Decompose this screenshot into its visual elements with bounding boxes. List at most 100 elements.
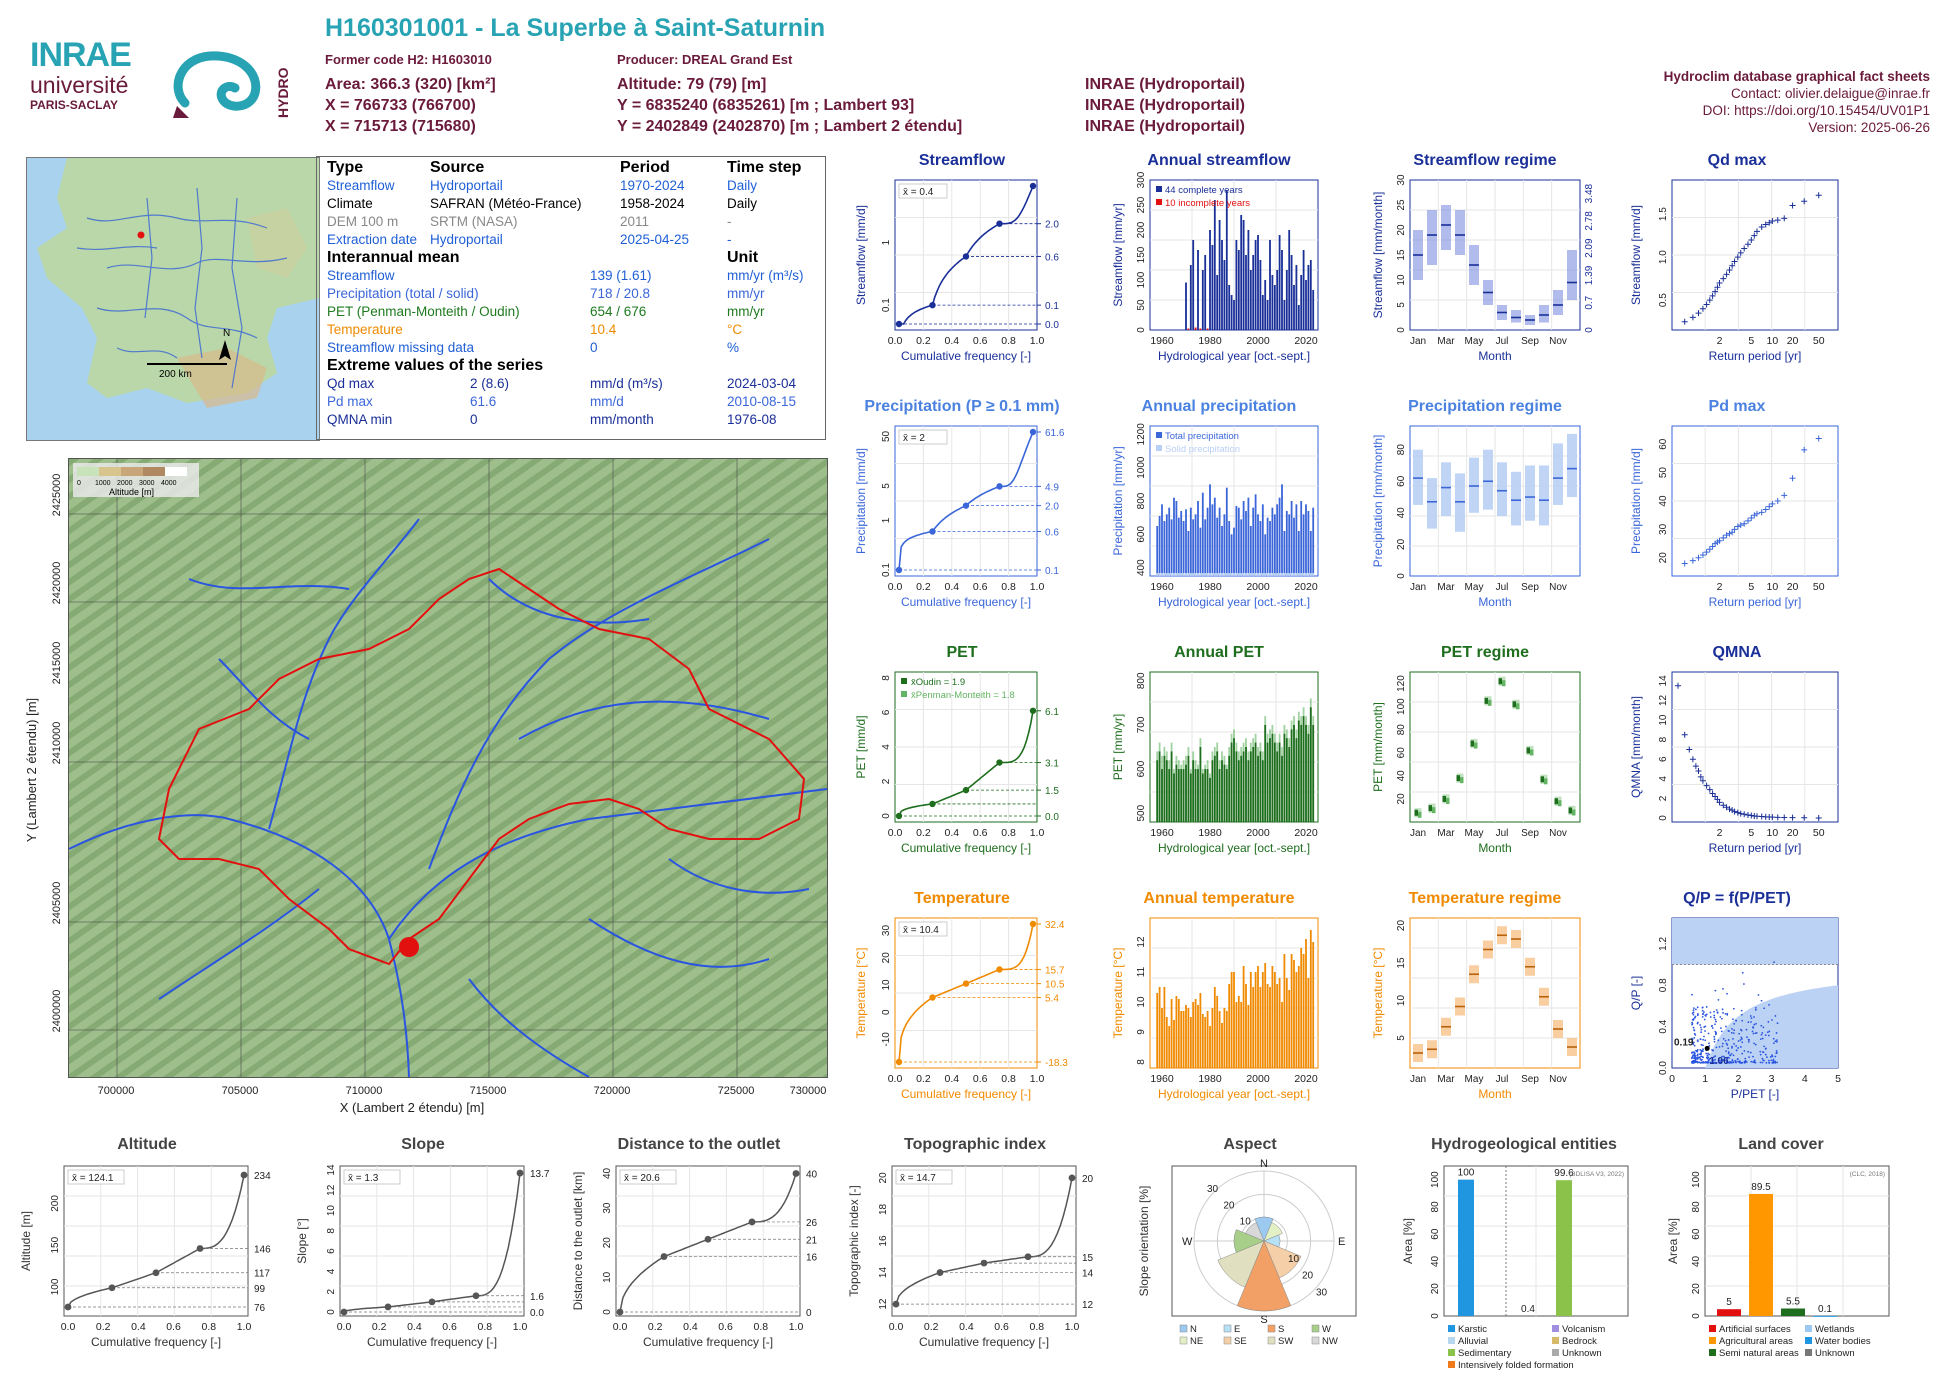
annual-bar — [1297, 305, 1300, 330]
x-axis-label: Cumulative frequency [-] — [643, 1335, 773, 1349]
qp-point — [1739, 1046, 1742, 1048]
sheet-info: Hydroclim database graphical fact sheets… — [1664, 68, 1930, 136]
annual-bar — [1285, 978, 1288, 1068]
bar-pm — [1293, 724, 1295, 822]
return-period-point — [1712, 793, 1719, 800]
qp-point — [1702, 1044, 1704, 1047]
annual-bar — [1192, 1002, 1195, 1068]
qp-point — [1737, 1060, 1740, 1063]
regime-median-oudin — [1456, 775, 1460, 782]
y-tick: 10 — [1658, 714, 1669, 726]
qp-point — [1750, 1021, 1752, 1023]
annual-bar — [1288, 514, 1291, 576]
x-tick: 0.0 — [888, 827, 903, 839]
x-axis-label: Hydrological year [oct.-sept.] — [1158, 349, 1310, 363]
x-tick: 2020 — [1294, 1073, 1318, 1085]
regime-box — [1484, 696, 1492, 706]
bar-oudin — [1182, 760, 1185, 822]
qp-point — [1772, 1059, 1775, 1062]
annual-bar — [1300, 948, 1303, 1068]
q-gt-p-minus-pet-zone — [1672, 985, 1838, 1068]
regime-box — [1483, 449, 1493, 510]
topographic-index-title: Topographic index — [904, 1136, 1046, 1153]
regime-box — [1455, 997, 1465, 1016]
return-period-point — [1769, 814, 1776, 821]
annual-bar — [1218, 507, 1221, 576]
y-tick: 4 — [881, 744, 892, 750]
qp-point — [1718, 1061, 1721, 1064]
annual-bar — [1206, 328, 1209, 330]
solid-bar — [1249, 573, 1252, 576]
annual-bar — [1283, 531, 1286, 576]
cell: mm/yr — [727, 286, 765, 301]
plot-frame — [1409, 425, 1581, 577]
solid-bar — [1281, 573, 1283, 576]
bar-oudin — [1257, 747, 1259, 822]
dem-map-svg: 0 1000 2000 3000 4000 Altitude [m] — [69, 459, 827, 1077]
outlet-marker — [399, 937, 419, 957]
legend-swatch — [1805, 1349, 1812, 1356]
annual-bar — [1302, 954, 1305, 1068]
qp-point — [1713, 1040, 1716, 1043]
quantile-point — [1029, 707, 1037, 714]
y-tick: 200 — [1136, 221, 1147, 238]
bar-pm — [1177, 769, 1180, 822]
return-period-point — [1689, 557, 1696, 564]
bar-oudin — [1307, 724, 1310, 822]
legend-label: 44 complete years — [1165, 185, 1243, 196]
qp-point — [1766, 1056, 1768, 1059]
cell: Precipitation (total / solid) — [327, 286, 479, 301]
y-tick: 0.1 — [881, 298, 892, 312]
station-location-marker — [137, 231, 145, 239]
qp-point — [1712, 1056, 1715, 1059]
plot-frame — [894, 671, 1038, 823]
x-tick: Nov — [1549, 336, 1567, 347]
y-tick: 1.2 — [1658, 936, 1669, 950]
qp-point — [1722, 987, 1724, 990]
quantile-point — [1029, 428, 1037, 436]
quantile-point — [895, 1058, 903, 1066]
annual-bar — [1225, 1011, 1228, 1068]
bar-pm — [1175, 764, 1178, 822]
bar-oudin — [1187, 747, 1190, 822]
qp-point — [1691, 1060, 1693, 1063]
mean-label: x̄ = 124.1 — [72, 1173, 114, 1184]
x-axis-label: Cumulative frequency [-] — [901, 1087, 1031, 1101]
y-tick: 0.1 — [881, 563, 892, 577]
annual-bar — [1201, 492, 1204, 576]
annual-bar — [1161, 1008, 1163, 1068]
qp-point — [1725, 1060, 1728, 1063]
cell: 2011 — [620, 214, 650, 229]
y-tick: 8 — [1136, 1059, 1147, 1065]
y-axis-label: Slope orientation [%] — [1137, 1186, 1151, 1297]
bar-pm — [1257, 755, 1259, 822]
streamflow-regime-title: Streamflow regime — [1413, 152, 1557, 169]
qp-point — [1702, 1048, 1704, 1051]
regime-box — [1413, 1044, 1423, 1062]
qp-point — [1772, 1037, 1775, 1040]
right-tick: 117 — [254, 1269, 270, 1280]
qp-point — [1718, 1059, 1721, 1062]
source-3: INRAE (Hydroportail) — [1085, 118, 1245, 135]
x-tick: 0.4 — [131, 1321, 146, 1333]
solid-bar — [1180, 573, 1183, 576]
qp-point — [1753, 1061, 1756, 1064]
x-tick: Jul — [1496, 1074, 1509, 1085]
annual-bar — [1206, 1011, 1209, 1068]
bar-oudin — [1201, 769, 1204, 822]
return-period-point — [1703, 301, 1710, 308]
plot-frame — [1671, 425, 1839, 577]
hydrogeo-title: Hydrogeological entities — [1431, 1136, 1617, 1153]
return-period-point — [1758, 813, 1765, 820]
qp-point — [1729, 1054, 1732, 1057]
right-tick: 2.0 — [1045, 502, 1059, 513]
bar-pm — [1216, 751, 1219, 822]
qp-point — [1710, 1025, 1713, 1028]
legend-swatch — [1156, 186, 1162, 192]
qp-point — [1771, 1019, 1773, 1021]
qp-point — [1764, 1047, 1767, 1050]
return-period-point — [1734, 809, 1741, 816]
pet-panel: PET 0.0 0.2 0.4 0.6 0.8 1.0 Cumulative frequenc… — [853, 644, 1071, 866]
bar-oudin — [1173, 769, 1175, 822]
